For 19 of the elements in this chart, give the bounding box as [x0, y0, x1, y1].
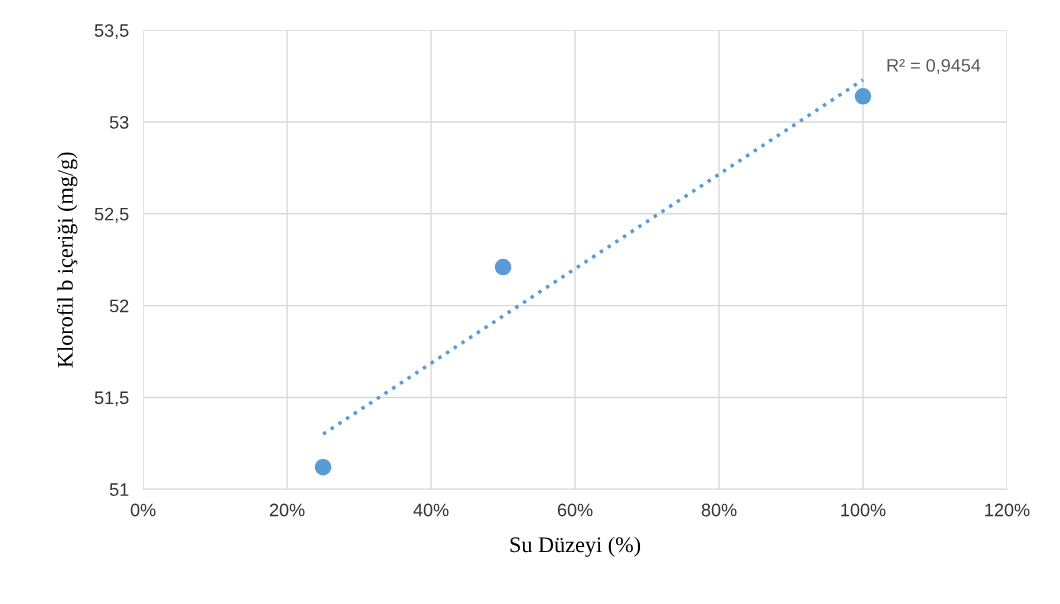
- x-tick-label: 20%: [269, 503, 305, 517]
- y-tick-label: 51: [109, 483, 129, 496]
- point: [854, 87, 872, 105]
- x-tick-label: 40%: [413, 503, 449, 517]
- y-tick-label: 52,5: [94, 207, 129, 223]
- point: [494, 258, 512, 276]
- y-tick-label: 52: [109, 299, 129, 313]
- annotation: R² = 0,9454: [887, 58, 981, 74]
- x-tick-label: 120%: [985, 503, 1030, 517]
- x-tick-label: 0%: [130, 503, 156, 517]
- y-tick-label: 53: [109, 115, 129, 129]
- x-tick-label: 100%: [841, 503, 886, 517]
- x-tick-label: 60%: [557, 503, 593, 517]
- x-tick-label: 80%: [701, 503, 737, 517]
- point: [314, 458, 332, 476]
- y-tick-label: 53,5: [94, 24, 129, 40]
- y-tick-label: 51,5: [94, 391, 129, 407]
- y-axis-title: Klorofil b içeriği (mg/g): [56, 152, 78, 368]
- x-axis-title: Su Düzeyi (%): [510, 536, 641, 557]
